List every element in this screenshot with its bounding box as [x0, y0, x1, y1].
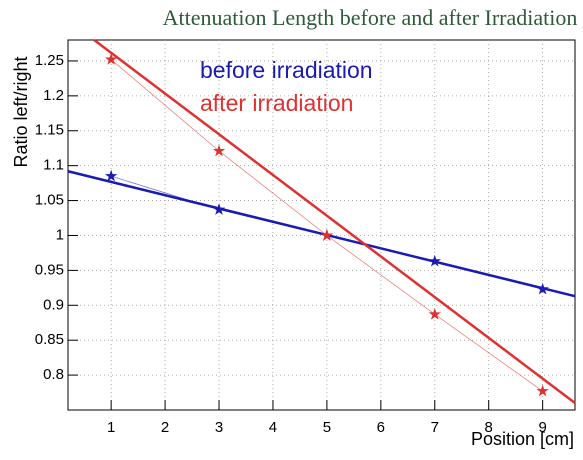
marker [320, 228, 334, 241]
marker [212, 203, 226, 215]
y-tick-label: 1.05 [35, 192, 64, 209]
marker [536, 282, 549, 295]
x-axis-label: Position [cm] [471, 429, 574, 449]
legend-label: after irradiation [200, 90, 353, 116]
y-tick-label: 1.1 [43, 157, 64, 174]
marker [104, 169, 118, 182]
legend-label: before irradiation [200, 57, 373, 83]
x-tick-label: 3 [215, 419, 223, 436]
marker [104, 53, 118, 65]
plot-frame [67, 39, 576, 411]
y-axis-label: Ratio left/right [11, 56, 31, 167]
fit-line [93, 39, 576, 405]
marker [212, 144, 226, 157]
x-tick-label: 8 [485, 419, 493, 436]
y-tick-label: 0.9 [43, 296, 64, 313]
y-tick-label: 1 [56, 226, 64, 243]
x-tick-label: 6 [377, 419, 385, 436]
x-tick-label: 9 [538, 419, 546, 436]
x-tick-label: 2 [161, 419, 169, 436]
y-tick-label: 0.8 [43, 366, 64, 383]
y-tick-label: 0.95 [35, 261, 64, 278]
chart-title: Attenuation Length before and after Irra… [163, 5, 578, 30]
x-tick-label: 4 [269, 419, 277, 436]
y-tick-label: 1.25 [35, 52, 64, 69]
x-tick-label: 1 [107, 419, 115, 436]
y-tick-label: 0.85 [35, 331, 64, 348]
x-tick-label: 7 [431, 419, 439, 436]
marker [428, 307, 441, 320]
marker [536, 384, 549, 397]
marker [428, 254, 441, 267]
y-tick-label: 1.15 [35, 122, 64, 139]
y-tick-label: 1.2 [43, 87, 64, 104]
x-tick-label: 5 [323, 419, 331, 436]
